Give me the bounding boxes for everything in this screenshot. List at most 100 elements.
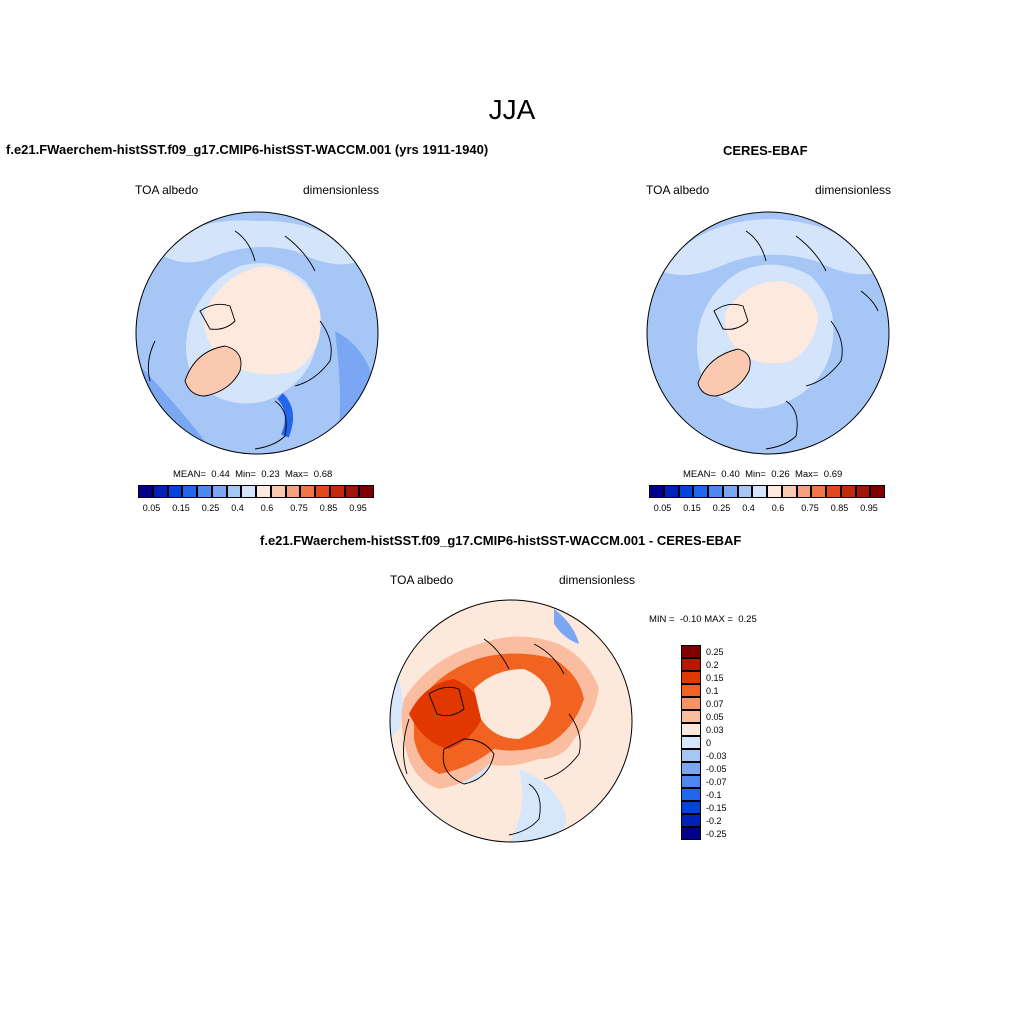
diff-colorbar [681, 645, 701, 840]
model-colorbar-swatch [285, 485, 301, 498]
obs-colorbar-swatch [737, 485, 753, 498]
obs-coastlines [697, 230, 879, 450]
diff-stats: MIN = -0.10 MAX = 0.25 [649, 614, 757, 625]
model-colorbar-tick-label: 0.05 [142, 503, 161, 513]
diff-colorbar-swatch [681, 749, 701, 762]
diff-variable-label: TOA albedo [390, 573, 454, 587]
diff-colorbar-swatch [681, 814, 701, 827]
obs-colorbar-swatch [855, 485, 871, 498]
model-colorbar-swatch [359, 485, 374, 498]
obs-colorbar-swatch [678, 485, 694, 498]
obs-variable-label: TOA albedo [646, 183, 710, 197]
obs-colorbar-swatch [708, 485, 723, 498]
model-north-pacific-band [155, 220, 360, 265]
diff-colorbar-tick-label: -0.07 [706, 776, 727, 787]
diff-colorbar-swatch [681, 827, 701, 840]
obs-colorbar-tick-label: 0.05 [653, 503, 672, 513]
model-variable-label: TOA albedo [135, 183, 199, 197]
diff-colorbar-tick-label: 0.2 [706, 659, 719, 670]
obs-polar-map [646, 211, 890, 455]
model-coastlines [147, 230, 332, 450]
model-baltic [276, 393, 293, 438]
diff-canada-high [409, 679, 484, 749]
model-colorbar-tick-label: 0.4 [231, 503, 244, 513]
model-colorbar-swatch [182, 485, 197, 498]
model-colorbar-swatch [315, 485, 330, 498]
obs-units-label: dimensionless [815, 183, 892, 197]
diff-colorbar-tick-label: 0.07 [706, 698, 724, 709]
diff-polar-map [389, 599, 633, 843]
obs-colorbar-swatch [781, 485, 797, 498]
obs-colorbar-tick-label: 0.4 [742, 503, 755, 513]
diff-colorbar-tick-label: -0.05 [706, 763, 727, 774]
diff-units-label: dimensionless [559, 573, 636, 587]
model-colorbar-swatch [270, 485, 286, 498]
model-colorbar-labels: 0.05 0.15 0.25 0.4 0.6 0.75 0.85 0.95 [138, 503, 374, 515]
model-colorbar [138, 485, 374, 498]
obs-colorbar-swatch [752, 485, 767, 498]
diff-colorbar-swatch [681, 801, 701, 814]
obs-colorbar-swatch [722, 485, 738, 498]
obs-colorbar-swatch [811, 485, 826, 498]
model-colorbar-swatch [329, 485, 345, 498]
diff-baltic-negative [509, 769, 567, 842]
model-colorbar-tick-label: 0.25 [201, 503, 220, 513]
obs-colorbar-tick-label: 0.6 [771, 503, 785, 513]
model-colorbar-swatch [211, 485, 227, 498]
diff-colorbar-tick-label: 0.05 [706, 711, 724, 722]
model-colorbar-swatch [197, 485, 212, 498]
model-stats: MEAN= 0.44 Min= 0.23 Max= 0.68 [173, 469, 333, 480]
model-colorbar-tick-label: 0.95 [349, 503, 367, 513]
obs-colorbar-swatch [796, 485, 812, 498]
diff-colorbar-swatch [681, 788, 701, 801]
obs-colorbar-labels: 0.05 0.15 0.25 0.4 0.6 0.75 0.85 0.95 [649, 503, 885, 515]
diff-colorbar-tick-label: 0.15 [706, 672, 724, 683]
obs-colorbar-tick-label: 0.25 [712, 503, 731, 513]
obs-colorbar-tick-label: 0.15 [683, 503, 701, 513]
model-colorbar-swatch [226, 485, 242, 498]
model-colorbar-swatch [344, 485, 360, 498]
diff-colorbar-swatch [681, 658, 701, 671]
model-polar-map [135, 211, 379, 455]
obs-colorbar-swatch [767, 485, 782, 498]
model-colorbar-swatch [241, 485, 256, 498]
obs-colorbar-swatch [870, 485, 885, 498]
model-colorbar-swatch [256, 485, 271, 498]
diff-colorbar-tick-label: -0.03 [706, 750, 727, 761]
obs-colorbar-swatch [826, 485, 841, 498]
diff-northeast-negative [554, 609, 579, 644]
obs-north-pacific-band [661, 219, 881, 275]
model-colorbar-swatch [300, 485, 315, 498]
diff-colorbar-tick-label: 0.03 [706, 724, 724, 735]
obs-stats: MEAN= 0.40 Min= 0.26 Max= 0.69 [683, 469, 843, 480]
model-colorbar-swatch [167, 485, 183, 498]
obs-colorbar-tick-label: 0.75 [801, 503, 819, 513]
main-title: JJA [488, 94, 536, 125]
diff-colorbar-tick-label: -0.15 [706, 802, 727, 813]
diff-colorbar-swatch [681, 697, 701, 710]
diff-colorbar-swatch [681, 775, 701, 788]
diff-coastlines [403, 638, 581, 836]
diff-colorbar-tick-label: 0.25 [706, 646, 724, 657]
obs-greenland [698, 349, 751, 396]
diff-panel-title: f.e21.FWaerchem-histSST.f09_g17.CMIP6-hi… [260, 533, 742, 548]
obs-colorbar [649, 485, 885, 498]
diff-colorbar-swatch [681, 723, 701, 736]
model-colorbar-tick-label: 0.15 [172, 503, 190, 513]
model-colorbar-swatch [152, 485, 168, 498]
obs-colorbar-swatch [840, 485, 856, 498]
obs-arctic-ice [724, 281, 818, 364]
diff-colorbar-swatch [681, 710, 701, 723]
model-panel-title: f.e21.FWaerchem-histSST.f09_g17.CMIP6-hi… [6, 142, 489, 157]
diff-colorbar-labels: 0.25 0.2 0.15 0.1 0.07 0.05 0.03 0 -0.03 -0.05 -0.… [706, 645, 746, 840]
diff-colorbar-swatch [681, 762, 701, 775]
diff-colorbar-tick-label: -0.2 [706, 815, 722, 826]
diff-arctic-center [474, 669, 551, 739]
model-colorbar-swatch [138, 485, 153, 498]
diff-colorbar-swatch [681, 645, 701, 658]
diff-colorbar-tick-label: 0 [706, 737, 712, 748]
diff-colorbar-swatch [681, 736, 701, 749]
obs-colorbar-swatch [649, 485, 664, 498]
diff-colorbar-swatch [681, 671, 701, 684]
model-colorbar-tick-label: 0.6 [260, 503, 274, 513]
